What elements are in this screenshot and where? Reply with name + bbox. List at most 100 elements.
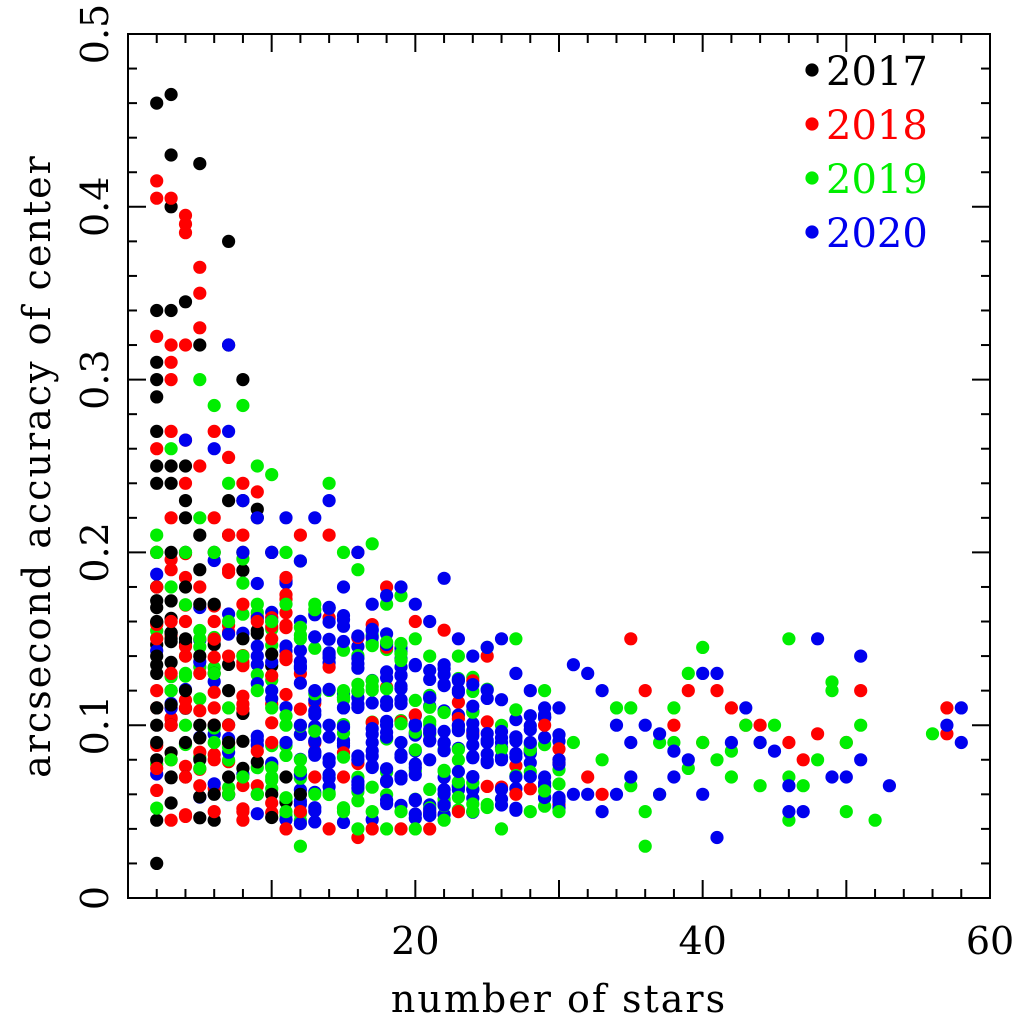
cloud-point	[322, 730, 336, 744]
cloud-point	[265, 669, 279, 683]
point-2018	[178, 338, 193, 352]
point-2020	[250, 649, 264, 663]
point-2018	[178, 476, 193, 490]
cloud-point	[293, 764, 307, 778]
point-2018	[408, 614, 422, 629]
cloud-point	[480, 756, 494, 770]
point-2020	[854, 649, 868, 663]
point-2017	[178, 580, 193, 594]
point-2019	[825, 675, 839, 689]
cloud-point	[279, 588, 293, 602]
point-2018	[178, 614, 193, 629]
point-2020	[609, 787, 624, 801]
point-2018	[222, 450, 236, 464]
point-2017	[222, 770, 236, 784]
cloud-point	[394, 636, 408, 651]
point-2017	[150, 813, 164, 827]
cloud-point	[308, 734, 322, 748]
point-2020	[782, 779, 796, 793]
cloud-point	[365, 780, 379, 794]
cloud-point	[394, 679, 408, 693]
cloud-point	[408, 708, 422, 722]
cloud-point	[279, 687, 293, 702]
point-2018	[164, 511, 178, 525]
point-2019	[207, 545, 221, 560]
point-2017	[150, 666, 164, 681]
cloud-point	[336, 619, 351, 633]
point-2019	[681, 666, 695, 681]
point-2018	[724, 701, 739, 715]
cloud-point	[494, 724, 509, 739]
cloud-point	[279, 748, 293, 763]
point-2019	[207, 398, 221, 413]
point-2019	[178, 718, 193, 732]
point-2020	[667, 744, 681, 758]
point-2020	[724, 735, 739, 750]
cloud-point	[451, 685, 465, 700]
cloud-point	[336, 750, 351, 764]
point-2018	[322, 528, 336, 542]
cloud-point	[552, 728, 566, 742]
cloud-point	[509, 703, 523, 717]
point-2020	[293, 554, 307, 568]
point-2019	[451, 649, 465, 663]
point-2019	[265, 770, 279, 784]
point-2019	[265, 614, 279, 629]
point-2017	[193, 597, 207, 611]
legend-marker-2020	[805, 225, 819, 239]
cloud-point	[380, 682, 394, 696]
point-2020	[494, 753, 509, 767]
y-axis-title: arcsecond accuracy of center	[15, 154, 59, 778]
cloud-point	[480, 779, 494, 794]
point-2018	[250, 614, 264, 629]
point-2019	[164, 753, 178, 767]
point-2019	[796, 779, 810, 793]
cloud-point	[423, 700, 437, 714]
point-2019	[638, 805, 652, 819]
cloud-point	[408, 693, 422, 708]
point-2018	[236, 528, 250, 542]
point-2017	[150, 735, 164, 750]
point-2020	[839, 770, 853, 784]
point-2018	[150, 761, 164, 776]
point-2018	[394, 822, 408, 836]
point-2020	[624, 735, 638, 750]
point-2020	[854, 753, 868, 767]
point-2018	[150, 684, 164, 698]
point-2020	[681, 753, 695, 767]
point-2017	[279, 770, 293, 784]
cloud-point	[423, 733, 437, 747]
point-2020	[380, 718, 394, 732]
point-2020	[581, 787, 595, 801]
point-2020	[667, 770, 681, 784]
point-2019	[739, 718, 753, 732]
point-2017	[222, 684, 236, 698]
point-2019	[336, 684, 351, 698]
point-2019	[767, 718, 782, 732]
point-2019	[265, 701, 279, 715]
x-tick-label: 20	[391, 919, 439, 963]
point-2020	[265, 684, 279, 698]
point-2020	[710, 666, 724, 681]
point-2020	[509, 666, 523, 681]
point-2020	[408, 597, 422, 611]
point-2019	[839, 735, 853, 750]
cloud-point	[451, 790, 465, 804]
cloud-point	[538, 731, 552, 745]
point-2020	[408, 718, 422, 732]
point-2018	[207, 511, 221, 525]
point-2017	[164, 770, 178, 784]
point-2020	[222, 338, 236, 352]
point-2017	[193, 563, 207, 577]
cloud-point	[380, 698, 394, 713]
point-2018	[509, 787, 523, 801]
point-2020	[882, 779, 897, 793]
point-2019	[222, 614, 236, 629]
cloud-point	[164, 698, 178, 712]
point-2018	[236, 597, 250, 611]
point-2017	[164, 796, 178, 810]
point-2018	[710, 684, 724, 698]
point-2020	[322, 718, 336, 732]
point-2018	[250, 744, 264, 758]
point-2020	[308, 684, 322, 698]
